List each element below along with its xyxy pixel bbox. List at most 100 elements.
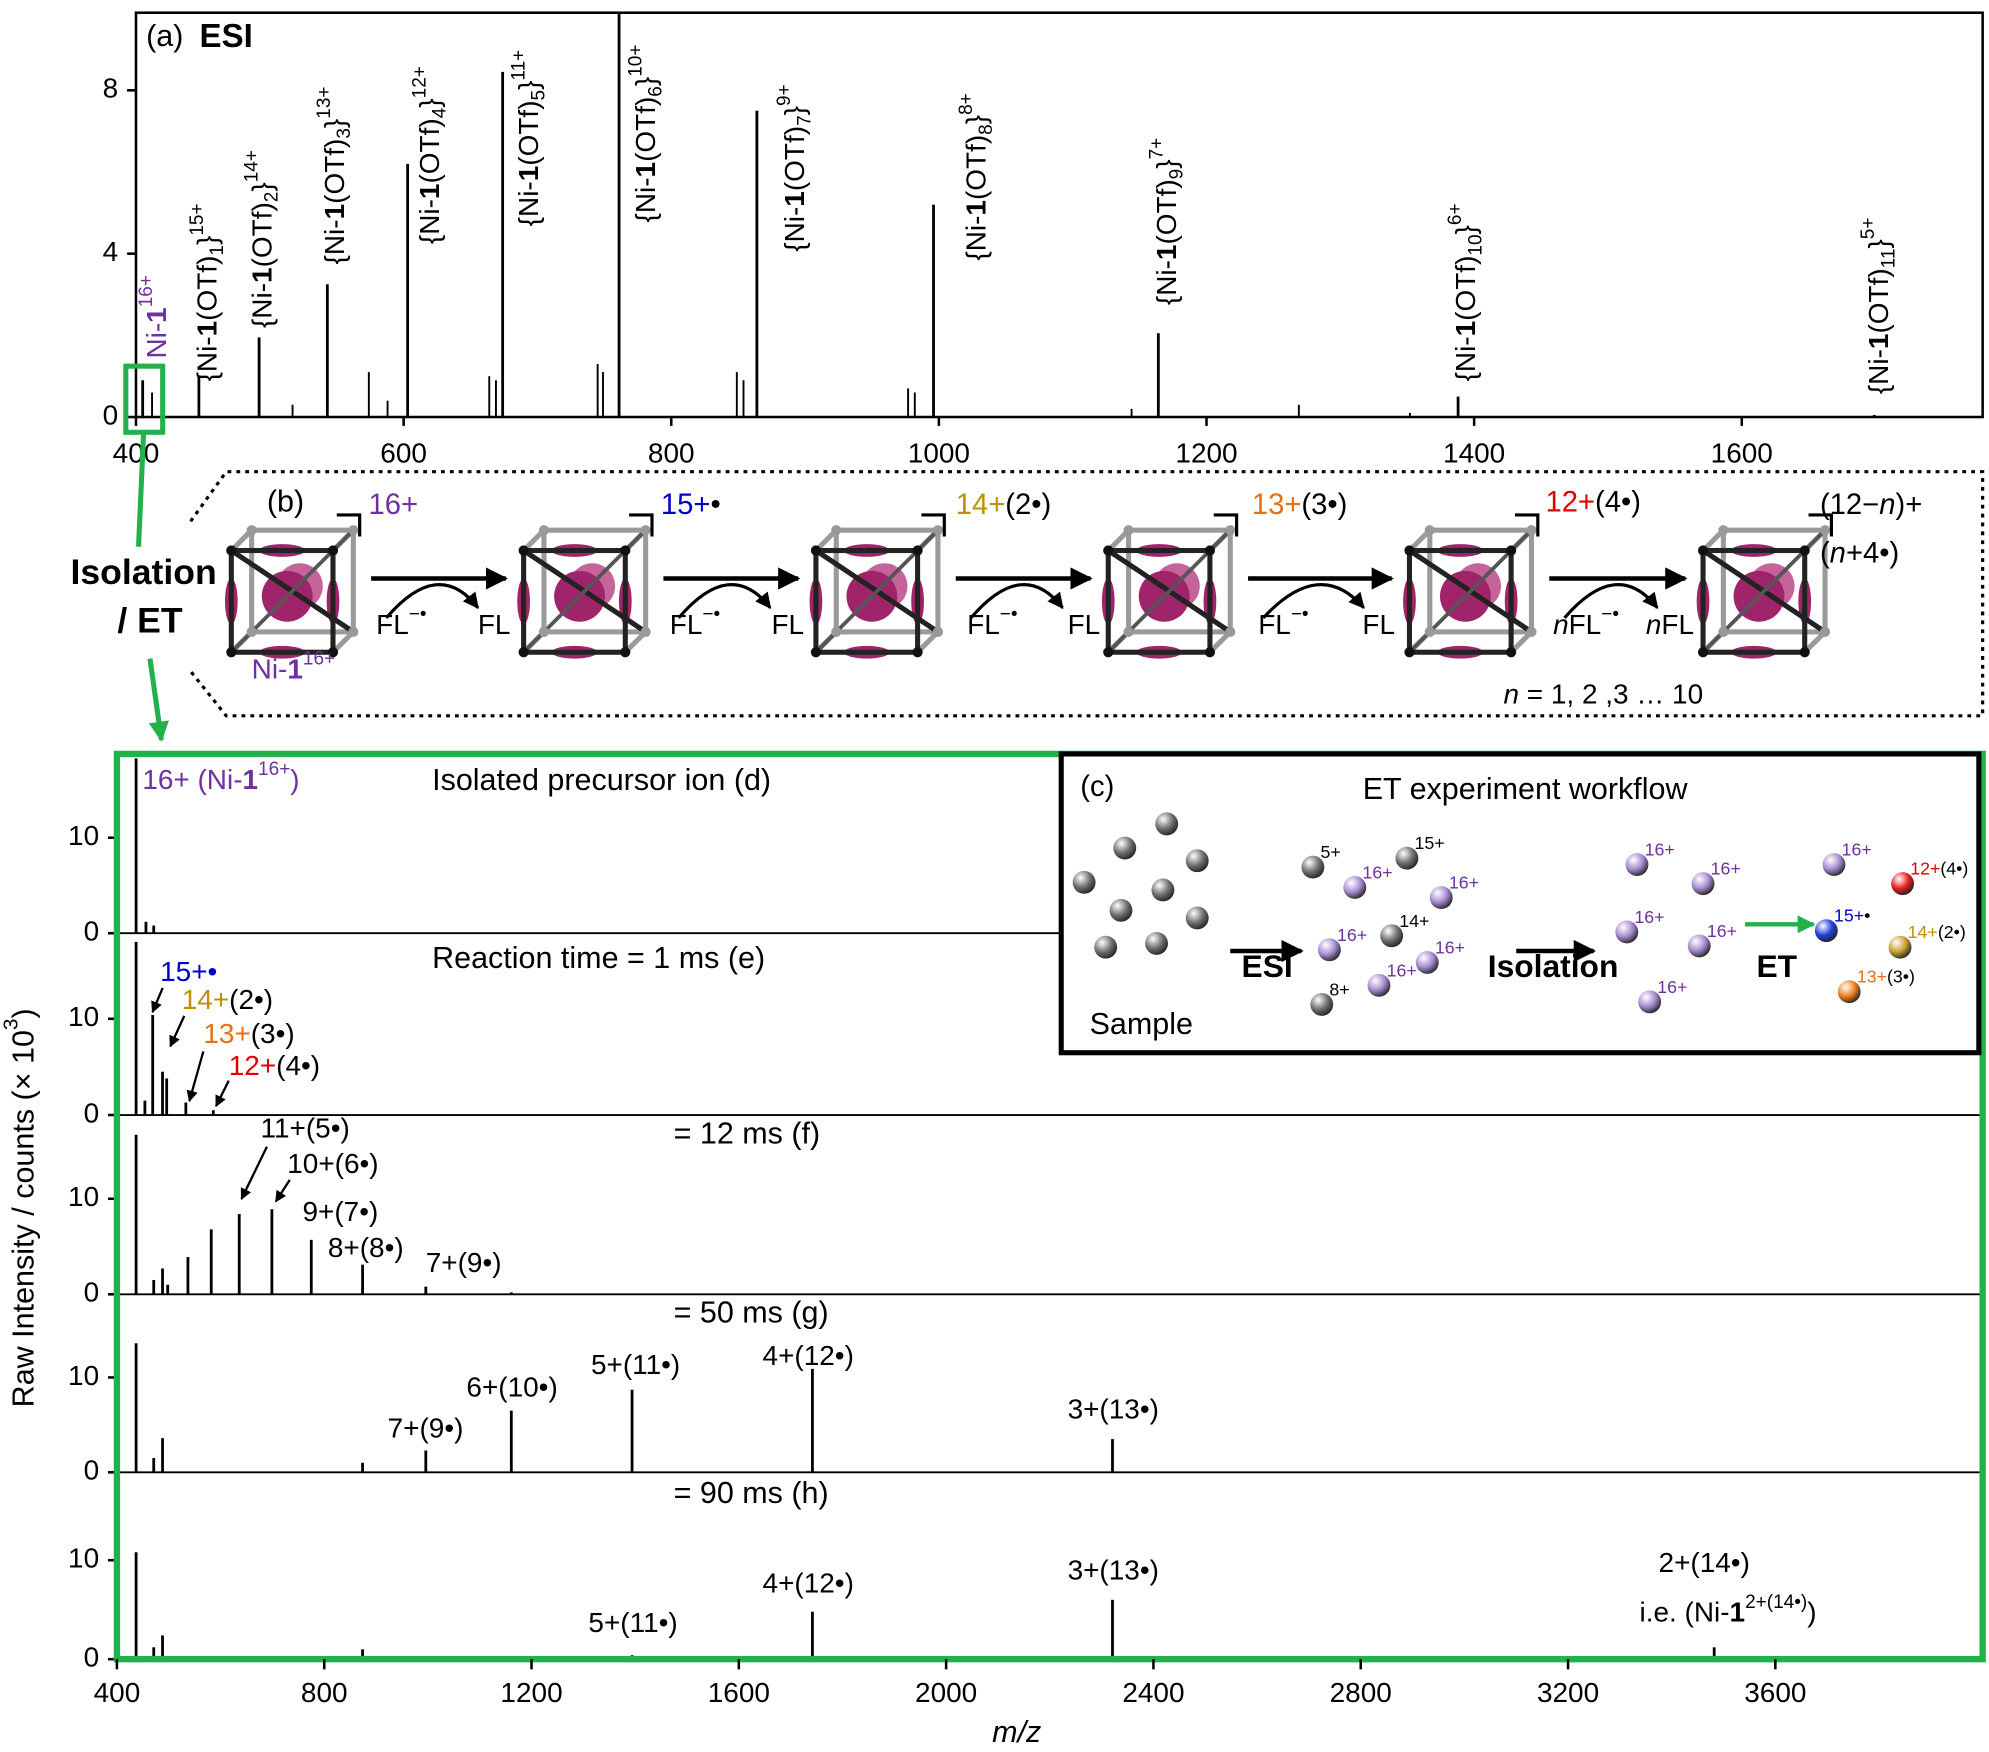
text-part: 1 bbox=[779, 191, 810, 207]
vertex bbox=[831, 525, 842, 536]
ion-label: 16+ bbox=[1435, 937, 1465, 957]
vertex bbox=[1697, 647, 1709, 658]
text-part: 16+ bbox=[1435, 937, 1465, 957]
vertex bbox=[1424, 626, 1435, 637]
text-part: n bbox=[1646, 609, 1662, 640]
product: FL bbox=[1068, 609, 1101, 640]
text-part: 10+(6•) bbox=[287, 1148, 378, 1179]
text-part: {Ni- bbox=[1863, 349, 1894, 394]
text-part: ) bbox=[6, 1008, 40, 1018]
text-part: i.e. (Ni- bbox=[1639, 1597, 1729, 1628]
text-part: • bbox=[710, 489, 720, 521]
vertex bbox=[246, 525, 257, 536]
y-tick-label: 0 bbox=[103, 399, 119, 430]
text-part: 8 bbox=[976, 124, 997, 135]
ion-ball bbox=[1317, 938, 1341, 962]
cube-back bbox=[541, 527, 649, 635]
text-part: Raw Intensity / counts (× 10 bbox=[6, 1030, 40, 1407]
vertex bbox=[1404, 545, 1415, 556]
vertex bbox=[620, 545, 631, 556]
vertex bbox=[932, 626, 944, 637]
text-part: FL bbox=[967, 609, 1000, 640]
peak-label: {Ni-1(OTf)6}10+ bbox=[625, 45, 666, 223]
text-part: 16+ bbox=[1707, 921, 1737, 941]
text-part: 1 bbox=[192, 321, 223, 337]
vertex bbox=[348, 525, 359, 536]
text-part: 2+(14•) bbox=[1745, 1592, 1807, 1613]
ion-ball bbox=[1429, 886, 1453, 910]
cube-icon bbox=[1403, 513, 1540, 659]
text-part: (OTf) bbox=[247, 202, 278, 267]
ion-label: 14+(2•) bbox=[1908, 922, 1966, 942]
vertex bbox=[1123, 525, 1134, 536]
ion-label: 16+ bbox=[1657, 977, 1687, 997]
peak-label: 12+(4•) bbox=[229, 1050, 320, 1081]
step-label: ET bbox=[1756, 948, 1797, 984]
text-part: } bbox=[415, 98, 446, 107]
ion-ball bbox=[1310, 992, 1334, 1016]
isolation-frame bbox=[113, 750, 1986, 1663]
text-part: 10 bbox=[1465, 234, 1486, 255]
vertex bbox=[1225, 525, 1236, 536]
text-part: 13+ bbox=[1252, 489, 1302, 521]
ion-label: 16+ bbox=[1842, 839, 1872, 859]
peak-label: {Ni-1(OTf)4}12+ bbox=[409, 66, 450, 244]
text-part: {Ni- bbox=[779, 207, 810, 252]
product: FL bbox=[478, 609, 511, 640]
panel-title: = 12 ms (f) bbox=[674, 1116, 821, 1150]
vertex bbox=[1506, 647, 1517, 658]
ion-ball bbox=[1343, 876, 1367, 899]
text-part: 1 bbox=[287, 654, 303, 685]
cube-icon bbox=[517, 513, 654, 659]
vertex bbox=[348, 626, 359, 637]
curved-arrow bbox=[969, 583, 1064, 619]
cube-back bbox=[249, 527, 356, 635]
x-tick-label: 2800 bbox=[1330, 1677, 1392, 1708]
vertex bbox=[831, 626, 842, 637]
y-tick-label: 0 bbox=[84, 1455, 100, 1486]
ion-label: 16+ bbox=[1634, 907, 1664, 927]
peak-label: 16+ (Ni-116+) bbox=[142, 759, 299, 795]
y-tick-label: 0 bbox=[84, 1642, 100, 1673]
text-part: } bbox=[961, 115, 992, 124]
text-part: 7+(9•) bbox=[388, 1413, 464, 1444]
text-part: (3•) bbox=[251, 1019, 295, 1050]
y-tick-label: 10 bbox=[68, 820, 99, 851]
panel-label: (b) bbox=[267, 485, 304, 519]
vertex bbox=[620, 647, 631, 658]
cube-icon bbox=[809, 513, 946, 659]
vertex bbox=[1819, 626, 1831, 637]
sample-label: Sample bbox=[1090, 1007, 1193, 1041]
panel-title: Isolated precursor ion (d) bbox=[432, 763, 771, 797]
ion-ball bbox=[1185, 849, 1209, 873]
workflow-box bbox=[1058, 751, 1982, 1056]
text-part: 14+ bbox=[1908, 922, 1938, 942]
peak-label: {Ni-1(OTf)3}13+ bbox=[314, 86, 355, 264]
text-part: (OTf) bbox=[514, 100, 545, 165]
panel-label: (c) bbox=[1080, 771, 1114, 803]
cube-front bbox=[1105, 547, 1213, 655]
text-part: 1 bbox=[319, 204, 350, 220]
text-part: 1 bbox=[1450, 321, 1481, 337]
text-part: 16+ bbox=[303, 649, 335, 670]
side-label: / ET bbox=[117, 600, 182, 640]
text-part: 7 bbox=[794, 115, 815, 126]
vertex bbox=[1424, 525, 1435, 536]
text-part: 7+ bbox=[1147, 138, 1168, 160]
ion-ball bbox=[1151, 878, 1175, 902]
vertex bbox=[1225, 626, 1236, 637]
text-part: 16+ bbox=[1634, 907, 1664, 927]
peak-label: 13+(3•) bbox=[203, 1019, 294, 1050]
peak-label: {Ni-1(OTf)7}9+ bbox=[774, 84, 815, 251]
peak-label: {Ni-1(OTf)10}6+ bbox=[1445, 203, 1486, 381]
text-part: 14+ bbox=[182, 984, 229, 1015]
vertex bbox=[810, 545, 822, 556]
text-part: (2•) bbox=[1938, 922, 1966, 942]
charge-label: (12−n)+ bbox=[1820, 489, 1922, 521]
text-part: = 1, 2 ,3 … 10 bbox=[1519, 679, 1703, 710]
peak-label: 4+(12•) bbox=[763, 1568, 854, 1599]
peak-label: 9+(7•) bbox=[302, 1197, 378, 1228]
text-part: {Ni- bbox=[514, 181, 545, 226]
text-part: ( bbox=[1820, 537, 1830, 569]
text-part: 10+ bbox=[625, 45, 646, 77]
